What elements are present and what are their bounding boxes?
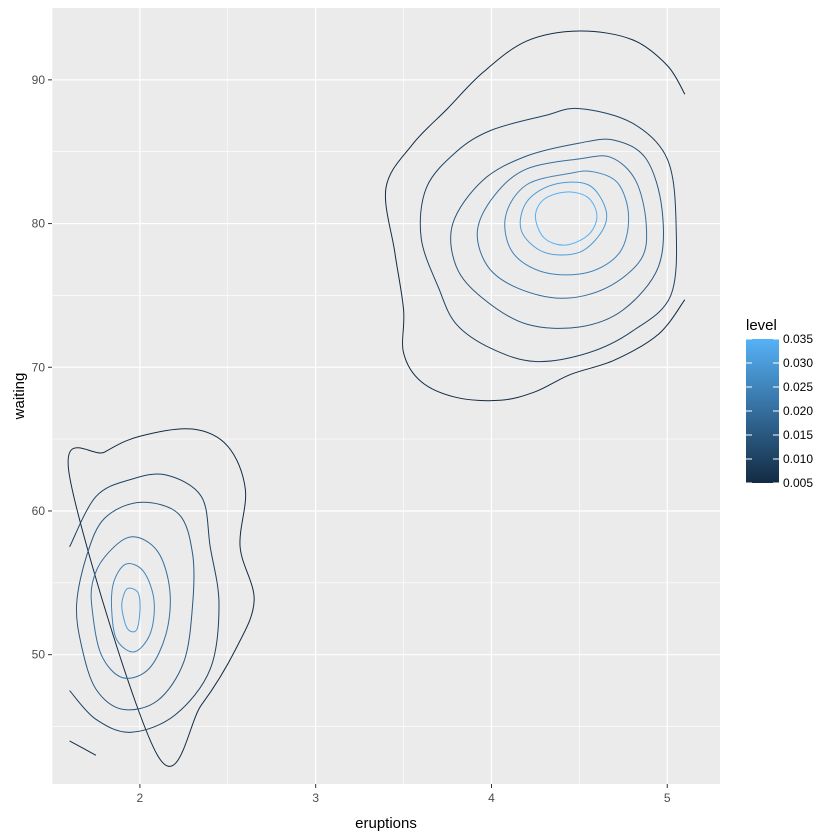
x-axis: 2 3 4 5 — [137, 784, 671, 805]
contour-line-0_005 — [69, 740, 97, 756]
y-axis-title: waiting — [11, 373, 28, 421]
x-axis-title: eruptions — [355, 815, 417, 832]
contour-cluster-1 — [67, 428, 255, 767]
legend-ticks: 0.005 0.010 0.015 0.020 0.025 0.030 0.035 — [746, 332, 813, 490]
contour-line-0_005 — [384, 30, 686, 402]
contour-line-0_02 — [90, 536, 171, 679]
contour-line-0_02 — [476, 155, 648, 299]
y-tick-label: 50 — [32, 648, 46, 662]
contour-line-0_025 — [110, 563, 155, 653]
y-tick-label: 70 — [32, 360, 46, 374]
y-axis: 50 60 70 80 90 — [32, 73, 52, 662]
legend-label: 0.025 — [783, 380, 813, 394]
contour-line-0_01 — [69, 473, 220, 733]
major-gridlines — [52, 8, 720, 784]
contour-line-0_015 — [450, 138, 664, 329]
x-tick-label: 3 — [312, 791, 319, 805]
legend-label: 0.020 — [783, 404, 813, 418]
contour-cluster-2 — [384, 30, 686, 402]
legend-label: 0.010 — [783, 452, 813, 466]
minor-gridlines — [51, 8, 720, 784]
legend: level 0.005 0.010 0.015 0.020 0.025 0.030 0.03… — [746, 317, 813, 490]
contour-line-0_03 — [121, 587, 141, 633]
contour-line-0_03 — [519, 181, 608, 256]
y-tick-label: 60 — [32, 504, 46, 518]
contour-line-0_035 — [534, 191, 598, 246]
contour-line-0_015 — [75, 501, 195, 711]
plot-panel — [52, 8, 720, 784]
x-tick-label: 5 — [664, 791, 671, 805]
legend-label: 0.005 — [783, 476, 813, 490]
y-tick-label: 80 — [32, 217, 46, 231]
density-contours — [67, 30, 686, 767]
legend-label: 0.030 — [783, 356, 813, 370]
legend-title: level — [746, 317, 777, 334]
x-tick-label: 2 — [137, 791, 144, 805]
x-tick-label: 4 — [488, 791, 495, 805]
contour-line-0_005 — [67, 428, 255, 767]
legend-label: 0.035 — [783, 332, 813, 346]
legend-label: 0.015 — [783, 428, 813, 442]
y-tick-label: 90 — [32, 73, 46, 87]
contour-line-0_025 — [504, 170, 630, 276]
contour-line-0_01 — [419, 107, 678, 363]
